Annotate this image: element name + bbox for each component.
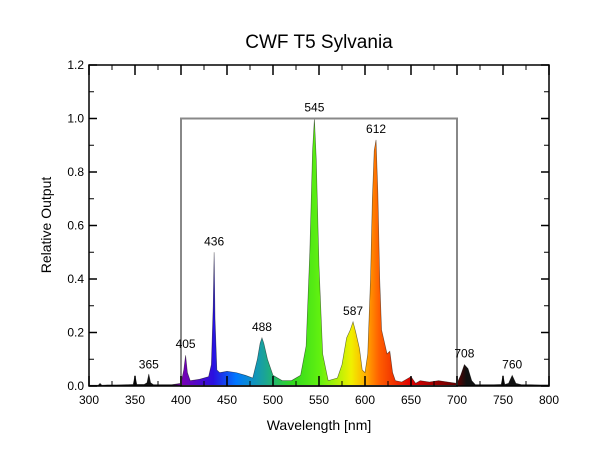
peak-label: 587 bbox=[343, 304, 363, 318]
x-tick-label: 550 bbox=[309, 393, 329, 407]
x-tick-label: 400 bbox=[171, 393, 191, 407]
peak-label: 612 bbox=[366, 122, 386, 136]
x-tick-label: 300 bbox=[79, 393, 99, 407]
x-axis-label: Wavelength [nm] bbox=[267, 417, 372, 433]
x-tick-label: 500 bbox=[263, 393, 283, 407]
peak-label-layer: 365 405 436 488 545 587 612 708 760 bbox=[139, 101, 523, 372]
peak-label: 760 bbox=[502, 357, 522, 371]
y-tick-label: 1.2 bbox=[67, 58, 84, 72]
peak-label: 488 bbox=[252, 320, 272, 334]
y-axis-label: Relative Output bbox=[38, 177, 54, 274]
y-tick-label: 0.2 bbox=[67, 326, 84, 340]
spectrum-area-layer bbox=[88, 118, 550, 387]
x-tick-label: 700 bbox=[447, 393, 467, 407]
x-tick-label: 800 bbox=[539, 393, 559, 407]
y-tick-label: 0.6 bbox=[67, 219, 84, 233]
x-tick-label: 600 bbox=[355, 393, 375, 407]
y-tick-label: 0.4 bbox=[67, 272, 84, 286]
y-tick-label: 0.8 bbox=[67, 165, 84, 179]
y-tick-label: 1.0 bbox=[67, 112, 84, 126]
x-tick-label: 750 bbox=[493, 393, 513, 407]
spectrum-area bbox=[88, 118, 550, 387]
x-tick-label: 450 bbox=[217, 393, 237, 407]
peak-label: 405 bbox=[176, 337, 196, 351]
x-tick-label: 650 bbox=[401, 393, 421, 407]
peak-label: 436 bbox=[204, 234, 224, 248]
tick-layer: 300 350 400 450 500 550 600 650 700 750 800 0.0 0.2 0… bbox=[67, 58, 559, 407]
peak-label: 365 bbox=[139, 357, 159, 371]
chart-title: CWF T5 Sylvania bbox=[245, 32, 393, 53]
peak-label: 708 bbox=[454, 347, 474, 361]
y-tick-label: 0.0 bbox=[67, 379, 84, 393]
peak-label: 545 bbox=[304, 101, 324, 115]
x-tick-label: 350 bbox=[125, 393, 145, 407]
